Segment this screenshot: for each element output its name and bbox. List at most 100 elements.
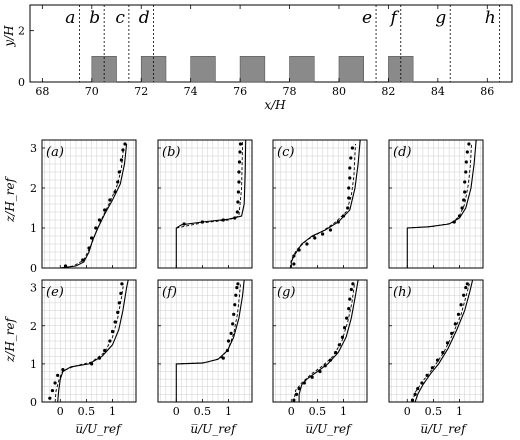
data-point-8	[113, 190, 117, 194]
data-point-0	[410, 398, 415, 402]
data-point-13	[348, 166, 352, 170]
data-point-2	[460, 206, 464, 210]
data-point-13	[347, 306, 351, 311]
data-point-16	[351, 282, 355, 286]
solid-profile	[175, 139, 247, 268]
data-point-14	[348, 297, 352, 301]
data-point-4	[94, 226, 98, 230]
section-label-e: e	[362, 8, 372, 28]
profile-panel-g: 0 0.5 1 (g)	[272, 279, 368, 418]
data-point-1	[457, 214, 462, 218]
schematic-ylabel: y/H	[2, 25, 16, 48]
data-point-5	[232, 312, 236, 316]
data-point-0	[182, 222, 186, 226]
data-point-3	[233, 216, 237, 220]
data-point-13	[462, 293, 466, 297]
data-point-10	[453, 322, 457, 326]
data-point-5	[321, 232, 325, 236]
data-point-8	[334, 350, 338, 355]
schematic-xtick-label-8: 84	[431, 85, 445, 98]
panel-frame	[388, 139, 484, 269]
data-point-6	[435, 358, 440, 362]
panel-frame	[41, 139, 137, 269]
data-point-4	[61, 367, 65, 372]
dashed-profile	[407, 143, 472, 229]
data-point-9	[237, 160, 242, 164]
xtick-label-0: 0	[57, 405, 64, 418]
solid-profile	[57, 279, 129, 403]
panel-label: (d)	[393, 145, 411, 160]
section-label-b: b	[89, 8, 100, 28]
profile-panel-h: 0 0.5 1 (h)	[388, 279, 484, 418]
data-point-3	[302, 381, 306, 385]
data-point-14	[464, 286, 468, 290]
solid-profile	[298, 279, 359, 402]
data-point-5	[97, 218, 102, 222]
panel-frame	[41, 279, 137, 403]
data-point-6	[236, 190, 241, 194]
data-point-15	[465, 282, 469, 286]
domain-schematic-panel: a b c d e f g h 68 70 72 74 76 78 80 82 84 86 0 2	[18, 4, 513, 98]
data-point-2	[87, 246, 91, 250]
ytick-label-1: 1	[30, 222, 37, 235]
data-point-1	[225, 348, 230, 353]
data-point-13	[123, 142, 127, 146]
data-point-3	[462, 198, 466, 202]
profile-panel-c: (c)	[272, 139, 368, 269]
ytick-label-3: 3	[30, 282, 37, 295]
panel-label: (f)	[162, 285, 177, 300]
xtick-label-1: 0.5	[78, 405, 96, 418]
data-point-9	[467, 142, 471, 146]
panel-label: (g)	[277, 285, 295, 300]
profile-panels: 0 1 2 3 (a) (b) (c) (d) 0 1 2 3 0 0.5 1 (e) 0 0.5 1 (f) 0 0.5…	[30, 139, 484, 418]
schematic-ytick-label-0: 0	[18, 76, 25, 89]
data-point-14	[120, 282, 124, 286]
dashed-profile	[176, 139, 244, 229]
panel-frame	[272, 279, 368, 403]
data-point-3	[305, 242, 309, 246]
data-point-10	[117, 170, 121, 174]
data-point-0	[63, 264, 68, 268]
data-point-8	[108, 339, 112, 343]
data-point-9	[346, 206, 350, 210]
solid-profile	[290, 139, 361, 268]
data-point-4	[235, 210, 239, 214]
data-point-10	[113, 320, 117, 324]
section-label-h: h	[485, 8, 496, 28]
profiles-ylabel-top: z/H_ref	[3, 175, 17, 223]
data-point-2	[53, 381, 57, 385]
data-point-3	[420, 381, 424, 385]
data-point-6	[328, 228, 333, 232]
data-point-0	[292, 262, 296, 266]
schematic-xtick-label-2: 72	[134, 85, 148, 98]
ytick-label-3: 3	[30, 142, 37, 155]
xtick-label-2: 1	[109, 405, 116, 418]
ytick-label-2: 2	[30, 320, 37, 333]
data-point-14	[349, 156, 353, 160]
data-point-5	[318, 369, 322, 374]
schematic-xtick-label-6: 80	[332, 85, 346, 98]
solid-profile	[406, 139, 477, 268]
data-point-13	[119, 291, 123, 295]
data-point-8	[341, 214, 346, 218]
data-point-2	[416, 387, 420, 391]
data-point-7	[464, 160, 468, 164]
data-point-11	[456, 312, 461, 316]
data-point-1	[50, 388, 55, 393]
data-point-4	[425, 373, 429, 377]
data-point-2	[221, 218, 225, 222]
data-point-10	[238, 150, 242, 154]
data-point-15	[349, 287, 353, 292]
data-point-8	[237, 170, 241, 174]
cube-4	[239, 56, 266, 83]
ytick-label-0: 0	[30, 396, 37, 409]
panel-label: (b)	[162, 145, 180, 160]
data-point-1	[292, 254, 296, 258]
profile-panel-e: 0 1 2 3 0 0.5 1 (e)	[30, 279, 137, 418]
ytick-label-0: 0	[30, 262, 37, 275]
data-point-7	[328, 358, 333, 362]
panel-frame	[157, 139, 253, 269]
data-point-5	[90, 362, 94, 366]
section-label-g: g	[435, 8, 446, 28]
